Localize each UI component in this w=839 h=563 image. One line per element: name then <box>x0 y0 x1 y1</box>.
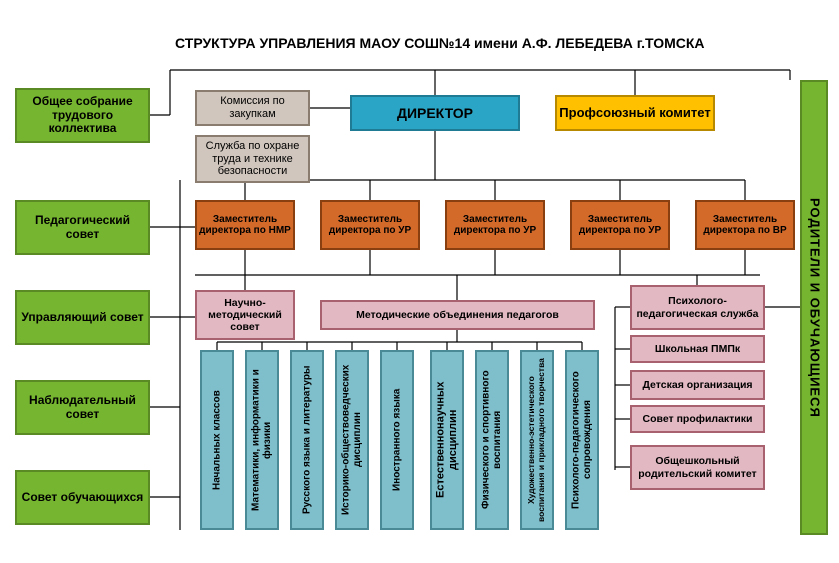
dept-russian: Русского языка и литературы <box>290 350 324 530</box>
page-title: СТРУКТУРА УПРАВЛЕНИЯ МАОУ СОШ№14 имени А… <box>175 35 705 51</box>
council-governing: Управляющий совет <box>15 290 150 345</box>
dept-art: Художественно-эстетического воспитания и… <box>520 350 554 530</box>
procurement-commission: Комиссия по закупкам <box>195 90 310 126</box>
deputy-nmr: Заместитель директора по НМР <box>195 200 295 250</box>
psych-ped-service: Психолого-педагогическая служба <box>630 285 765 330</box>
council-pedagogical: Педагогический совет <box>15 200 150 255</box>
dept-psych: Психолого-педагогического сопровождения <box>565 350 599 530</box>
deputy-vr: Заместитель директора по ВР <box>695 200 795 250</box>
deputy-ur-2: Заместитель директора по УР <box>445 200 545 250</box>
dept-primary: Начальных классов <box>200 350 234 530</box>
parents-students-bar: РОДИТЕЛИ И ОБУЧАЮЩИЕСЯ <box>800 80 828 535</box>
school-pmpk: Школьная ПМПк <box>630 335 765 363</box>
method-associations: Методические объединения педагогов <box>320 300 595 330</box>
director: ДИРЕКТОР <box>350 95 520 131</box>
deputy-ur-1: Заместитель директора по УР <box>320 200 420 250</box>
prevention-council: Совет профилактики <box>630 405 765 433</box>
dept-math: Математики, информатики и физики <box>245 350 279 530</box>
children-org: Детская организация <box>630 370 765 400</box>
parents-committee: Общешкольный родительский комитет <box>630 445 765 490</box>
dept-foreign: Иностранного языка <box>380 350 414 530</box>
council-general-meeting: Общее собрание трудового коллектива <box>15 88 150 143</box>
council-supervisory: Наблюдательный совет <box>15 380 150 435</box>
deputy-ur-3: Заместитель директора по УР <box>570 200 670 250</box>
dept-history: Историко-обществоведческих дисциплин <box>335 350 369 530</box>
dept-physical: Физического и спортивного воспитания <box>475 350 509 530</box>
dept-natural: Естественнонаучных дисциплин <box>430 350 464 530</box>
trade-union: Профсоюзный комитет <box>555 95 715 131</box>
safety-service: Служба по охране труда и технике безопас… <box>195 135 310 183</box>
science-method-council: Научно-методический совет <box>195 290 295 340</box>
council-students: Совет обучающихся <box>15 470 150 525</box>
